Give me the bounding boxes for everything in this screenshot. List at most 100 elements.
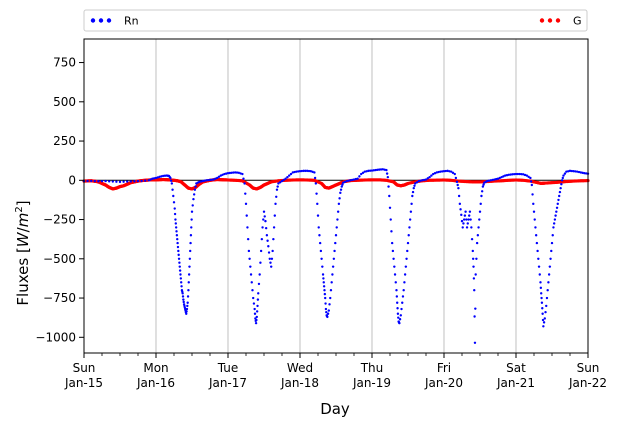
data-point-rn <box>520 172 523 176</box>
data-point-rn <box>538 273 541 276</box>
x-tick-label-date: Jan-20 <box>424 376 463 390</box>
data-point-rn <box>328 303 331 306</box>
data-point-rn <box>489 179 492 182</box>
data-point-rn <box>252 302 256 305</box>
data-point-rn <box>581 171 584 175</box>
data-point-rn <box>467 218 470 221</box>
data-point-rn <box>100 179 104 183</box>
data-point-rn <box>406 249 409 253</box>
data-point-rn <box>187 289 190 292</box>
data-point-rn <box>297 170 300 173</box>
data-point-rn <box>540 292 543 295</box>
data-point-rn <box>474 307 477 310</box>
y-axis-label-unit-w: W <box>14 231 32 247</box>
data-point-rn <box>471 257 475 260</box>
data-point-rn <box>572 169 575 173</box>
data-point-rn <box>426 177 429 180</box>
data-point-rn <box>140 179 143 183</box>
data-point-rn <box>327 309 330 312</box>
data-point-rn <box>177 253 180 257</box>
data-point-rn <box>177 249 180 253</box>
series-layer <box>82 168 590 344</box>
data-point-rn <box>476 234 480 237</box>
data-point-rn <box>400 307 403 311</box>
data-point-rn <box>504 174 507 177</box>
data-point-rn <box>585 172 588 175</box>
data-point-rn <box>468 214 471 217</box>
data-point-rn <box>385 172 389 175</box>
legend-rn: Rn <box>90 15 139 28</box>
data-point-rn <box>295 170 298 173</box>
data-point-rn <box>225 172 228 175</box>
data-point-rn <box>216 176 219 180</box>
data-point-rn <box>556 202 559 206</box>
data-point-rn <box>507 173 510 177</box>
y-tick-label: 250 <box>53 134 76 148</box>
data-point-rn <box>455 180 459 184</box>
data-point-rn <box>257 282 261 286</box>
data-point-rn <box>133 180 136 183</box>
data-point-rn <box>336 210 340 213</box>
data-point-rn <box>474 273 477 276</box>
data-point-rn <box>529 180 533 183</box>
data-point-rn <box>176 241 179 245</box>
data-point-rn <box>178 261 181 264</box>
data-point-rn <box>541 307 544 310</box>
data-point-rn <box>338 197 341 200</box>
data-point-rn <box>505 173 509 177</box>
data-point-rn <box>527 175 530 178</box>
data-point-rn <box>284 177 287 180</box>
data-point-rn <box>182 298 185 301</box>
data-point-rn <box>473 341 477 344</box>
data-point-rn <box>570 169 573 173</box>
data-point-rn <box>352 178 356 181</box>
data-point-rn <box>258 273 261 276</box>
data-point-rn <box>322 281 325 284</box>
data-point-rn <box>562 174 565 177</box>
data-point-rn <box>253 312 257 315</box>
data-point-rn <box>365 170 368 173</box>
data-point-rn <box>533 218 536 221</box>
series-rn <box>82 168 590 344</box>
data-point-rn <box>451 171 455 175</box>
data-point-rn <box>543 317 546 320</box>
y-axis-label-main: Fluxes [ <box>14 247 32 305</box>
data-point-rn <box>372 169 375 172</box>
legend-rn-label: Rn <box>124 15 139 28</box>
data-point-rn <box>323 292 327 296</box>
data-point-rn <box>259 249 263 253</box>
data-point-rn <box>332 257 336 260</box>
data-point-rn <box>558 190 562 194</box>
data-point-rn <box>341 183 344 186</box>
data-point-rn <box>324 296 327 300</box>
data-point-rn <box>259 261 262 264</box>
data-point-rn <box>249 265 252 268</box>
data-point-rn <box>409 210 413 213</box>
data-point-rn <box>337 202 341 206</box>
data-point-rn <box>559 186 562 190</box>
data-point-rn <box>277 182 280 185</box>
data-point-rn <box>576 170 579 173</box>
data-point-rn <box>339 191 342 195</box>
data-point-rn <box>267 245 270 248</box>
data-point-rn <box>486 179 489 183</box>
data-point-rn <box>313 176 317 180</box>
data-point-rn <box>540 296 543 300</box>
data-point-rn <box>411 190 415 194</box>
plot-frame <box>83 38 589 354</box>
data-point-rn <box>276 185 279 188</box>
data-point-rn <box>568 169 572 173</box>
data-point-rn <box>544 310 547 314</box>
data-point-rn <box>540 301 544 304</box>
data-point-rn <box>191 204 194 207</box>
data-point-rn <box>514 172 518 176</box>
x-tick-label-day: Sat <box>506 361 526 375</box>
data-point-rn <box>383 168 386 171</box>
data-point-rn <box>182 300 185 304</box>
data-point-rn <box>244 202 248 206</box>
legend-g-marker <box>555 18 561 23</box>
data-point-rn <box>394 281 397 284</box>
data-point-rn <box>450 170 453 173</box>
data-point-rn <box>412 186 415 190</box>
